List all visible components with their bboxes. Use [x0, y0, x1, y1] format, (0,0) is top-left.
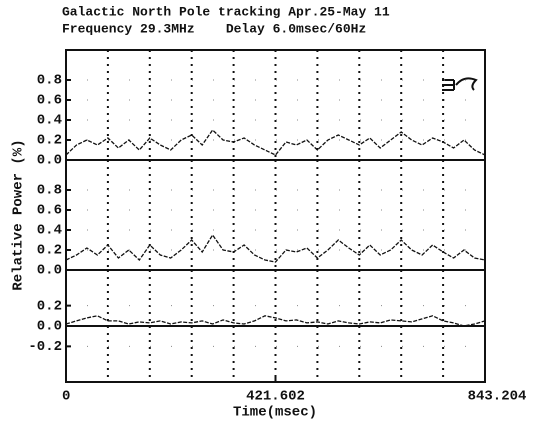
y-tick-label: 0.8 [37, 73, 62, 89]
y-tick-label: 0.2 [37, 243, 62, 259]
chart-subtitle: Frequency 29.3MHz Delay 6.0msec/60Hz [62, 21, 366, 36]
y-tick-label: 0.6 [37, 93, 62, 109]
data-line [65, 129, 486, 156]
y-tick-label: 0.2 [37, 133, 62, 149]
panel-frame [65, 159, 486, 271]
y-axis-label: Relative Power (%) [11, 139, 27, 290]
x-tick-label: 0 [62, 389, 70, 405]
y-tick-label: 0.6 [37, 203, 62, 219]
legend-icon [442, 77, 478, 91]
x-tick-label: 421.602 [246, 389, 305, 405]
chart-title: Galactic North Pole tracking Apr.25-May … [62, 4, 390, 19]
y-tick-label: 0.0 [37, 153, 62, 169]
x-tick-label: 843.204 [468, 389, 527, 405]
y-tick-label: 0.2 [37, 298, 62, 314]
data-line [65, 315, 486, 327]
y-tick-label: 0.4 [37, 223, 62, 239]
y-tick-label: 0.0 [37, 319, 62, 335]
panel-frame [65, 49, 486, 161]
y-tick-label: 0.8 [37, 183, 62, 199]
y-tick-label: -0.2 [28, 339, 62, 355]
x-axis-label: Time(msec) [233, 405, 317, 421]
y-tick-label: 0.4 [37, 113, 62, 129]
y-tick-label: 0.0 [37, 263, 62, 279]
data-line [65, 233, 486, 263]
